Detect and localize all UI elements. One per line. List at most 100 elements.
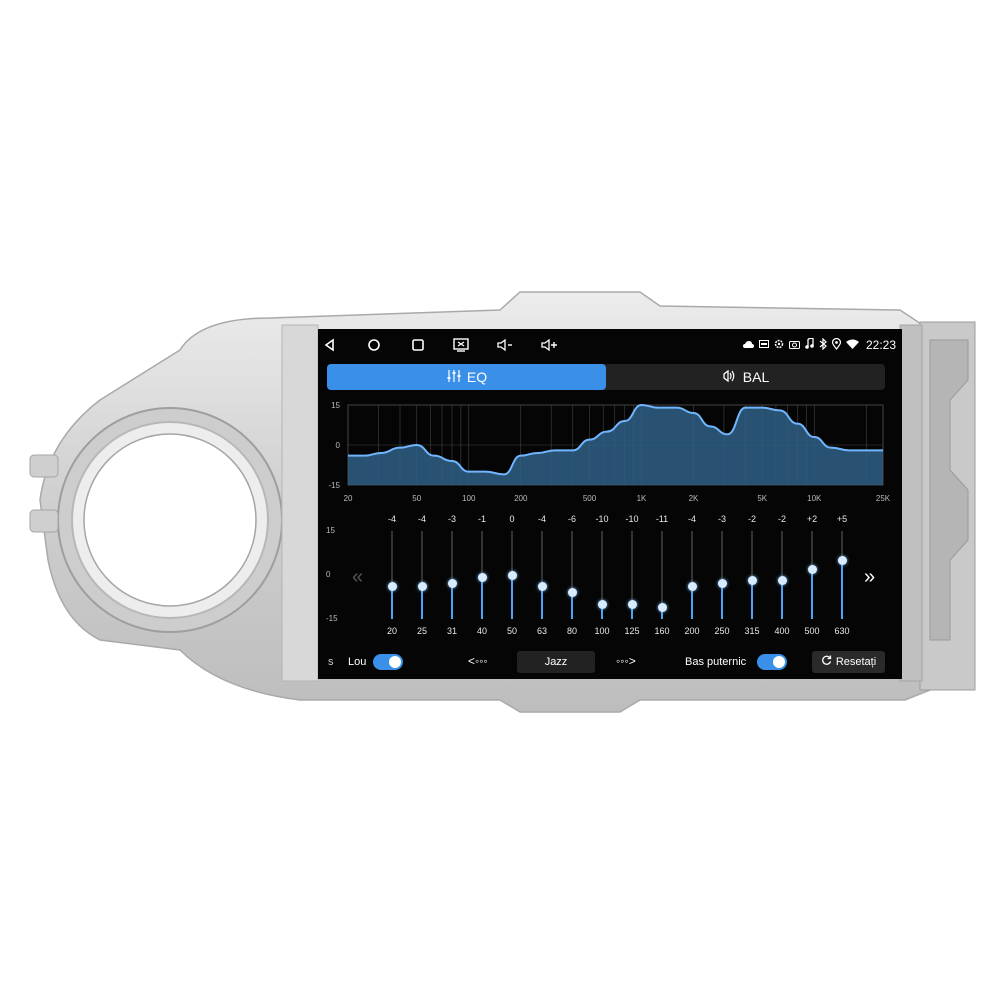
band-value: -2	[777, 514, 786, 524]
x-tick-label: 500	[583, 494, 597, 503]
eq-response-graph: 15 0 -15 20 50 100 200 500 1K 2K 5K 10K 25K	[328, 401, 891, 503]
graph-x-labels: 20 50 100 200 500 1K 2K 5K 10K 25K	[344, 494, 891, 503]
tab-eq[interactable]: EQ	[327, 364, 606, 390]
band-slider-knob[interactable]	[657, 602, 667, 612]
slider-axis-label: 0	[326, 570, 331, 579]
band-slider-fill	[721, 583, 723, 619]
volume-up-icon[interactable]	[538, 335, 560, 355]
y-tick-label: -15	[328, 481, 340, 490]
band-value: -10	[625, 514, 639, 524]
band-slider-track[interactable]	[391, 531, 393, 619]
band-slider-track[interactable]	[601, 531, 603, 619]
band-slider-fill	[751, 580, 753, 619]
next-preset-button[interactable]: ◦◦◦>	[616, 654, 636, 668]
band-slider-knob[interactable]	[807, 564, 817, 574]
band-slider-knob[interactable]	[567, 588, 577, 598]
x-tick-label: 25K	[876, 494, 891, 503]
y-tick-label: 0	[336, 441, 341, 450]
band-slider-fill	[541, 586, 543, 619]
band-frequency: 250	[714, 626, 730, 636]
settings-icon	[774, 338, 784, 352]
band-slider-track[interactable]	[541, 531, 543, 619]
band-slider-track[interactable]	[691, 531, 693, 619]
band-slider-fill	[481, 577, 483, 619]
x-tick-label: 2K	[689, 494, 699, 503]
reset-button[interactable]: Resetați	[812, 651, 885, 673]
band-value: -3	[717, 514, 726, 524]
band-slider-knob[interactable]	[477, 573, 487, 583]
band-slider-knob[interactable]	[717, 579, 727, 589]
band-frequency: 80	[566, 626, 577, 636]
next-bands-arrow[interactable]: »	[864, 566, 876, 588]
prev-preset-button[interactable]: <◦◦◦	[468, 654, 488, 668]
reset-label: Resetați	[835, 656, 877, 668]
band-slider-knob[interactable]	[417, 582, 427, 592]
x-tick-label: 100	[462, 494, 476, 503]
tab-bal[interactable]: BAL	[606, 364, 885, 390]
band-slider-track[interactable]	[421, 531, 423, 619]
loudness-toggle[interactable]	[373, 654, 403, 670]
band-slider-track[interactable]	[721, 531, 723, 619]
speaker-icon	[722, 369, 738, 386]
band-slider-track[interactable]	[781, 531, 783, 619]
recents-icon[interactable]	[407, 335, 429, 355]
location-icon	[831, 337, 842, 353]
band-value: -4	[387, 514, 396, 524]
bluetooth-icon	[819, 337, 827, 353]
prev-bands-arrow[interactable]: «	[352, 566, 364, 588]
band-slider-knob[interactable]	[687, 582, 697, 592]
band-slider-fill	[841, 560, 843, 619]
band-slider-fill	[391, 586, 393, 619]
cut-off-label: s	[328, 656, 334, 668]
band-frequency: 63	[536, 626, 547, 636]
band-slider-knob[interactable]	[627, 599, 637, 609]
band-slider-fill	[691, 586, 693, 619]
band-frequency: 20	[386, 626, 397, 636]
status-bar: 22:23	[318, 329, 902, 361]
band-slider-knob[interactable]	[507, 570, 517, 580]
equalizer-icon	[446, 369, 462, 386]
band-frequency: 100	[594, 626, 610, 636]
band-slider-track[interactable]	[631, 531, 633, 619]
eq-bal-tabs: EQ BAL	[327, 364, 885, 390]
wifi-icon	[845, 338, 859, 352]
band-slider-knob[interactable]	[537, 582, 547, 592]
band-slider-knob[interactable]	[837, 555, 847, 565]
tab-bal-label: BAL	[742, 369, 770, 385]
band-slider-knob[interactable]	[387, 582, 397, 592]
band-slider-fill	[631, 604, 633, 619]
band-value: -4	[537, 514, 546, 524]
band-slider-knob[interactable]	[777, 576, 787, 586]
bass-boost-label: Bas puternic	[685, 656, 747, 668]
band-frequency: 125	[624, 626, 640, 636]
slider-axis-label: -15	[326, 614, 338, 623]
y-tick-label: 15	[331, 401, 340, 410]
band-slider-fill	[451, 583, 453, 619]
volume-down-icon[interactable]	[494, 335, 516, 355]
band-slider-track[interactable]	[751, 531, 753, 619]
cast-icon	[758, 338, 769, 352]
preset-selector[interactable]: Jazz	[517, 651, 595, 673]
band-slider-knob[interactable]	[447, 579, 457, 589]
band-value: -11	[655, 514, 669, 524]
x-tick-label: 50	[412, 494, 421, 503]
screen-off-icon[interactable]	[450, 335, 472, 355]
band-slider-fill	[511, 575, 513, 619]
bass-boost-toggle[interactable]	[757, 654, 787, 670]
band-slider-knob[interactable]	[597, 599, 607, 609]
x-tick-label: 200	[514, 494, 528, 503]
band-slider-fill	[661, 607, 663, 619]
band-value: 0	[509, 514, 515, 524]
band-frequency: 50	[506, 626, 517, 636]
home-icon[interactable]	[363, 335, 385, 355]
status-icons: 22:23	[742, 336, 896, 354]
band-slider-track[interactable]	[661, 531, 663, 619]
preset-name: Jazz	[544, 656, 568, 668]
back-icon[interactable]	[319, 335, 341, 355]
band-slider-track[interactable]	[571, 531, 573, 619]
clock: 22:23	[865, 338, 896, 352]
x-tick-label: 1K	[637, 494, 647, 503]
band-slider-track[interactable]	[451, 531, 453, 619]
band-slider-knob[interactable]	[747, 576, 757, 586]
band-frequency: 315	[744, 626, 760, 636]
